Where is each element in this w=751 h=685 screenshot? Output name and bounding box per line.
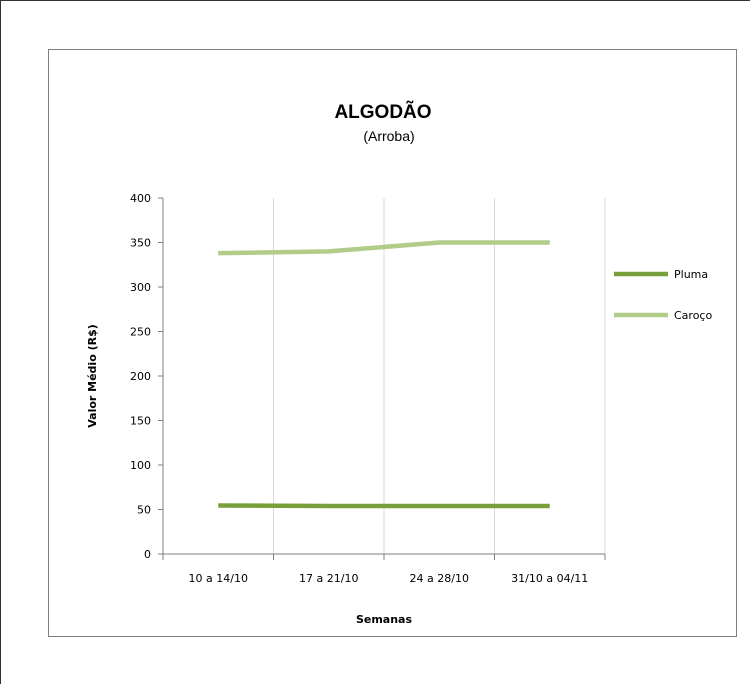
x-tick-label: 31/10 a 04/11	[511, 572, 588, 585]
y-tick-label: 200	[130, 370, 151, 383]
y-tick-label: 400	[130, 192, 151, 205]
x-tick-label: 17 a 21/10	[299, 572, 358, 585]
legend: Pluma Caroço	[614, 268, 712, 322]
gridlines	[273, 198, 606, 554]
series-line-caroco	[218, 240, 550, 256]
x-axis-title: Semanas	[356, 613, 413, 626]
x-tick-label: 24 a 28/10	[410, 572, 469, 585]
chart-subtitle: (Arroba)	[363, 128, 414, 144]
y-tick-label: 250	[130, 326, 151, 339]
series-lines	[218, 240, 550, 509]
x-axis-ticks: 10 a 14/10 17 a 21/10 24 a 28/10 31/10 a 04…	[162, 554, 606, 585]
y-tick-label: 0	[144, 548, 151, 561]
y-axis-ticks: 0 50 100 150 200 250 300 350 400	[130, 192, 163, 561]
y-tick-label: 150	[130, 415, 151, 428]
y-tick-label: 350	[130, 237, 151, 250]
chart-title: ALGODÃO	[334, 101, 431, 123]
legend-label: Caroço	[674, 309, 712, 322]
y-axis-title: Valor Médio (R$)	[86, 324, 99, 428]
y-tick-label: 300	[130, 281, 151, 294]
x-tick-label: 10 a 14/10	[189, 572, 248, 585]
y-tick-label: 100	[130, 459, 151, 472]
legend-label: Pluma	[674, 268, 708, 281]
y-tick-label: 50	[137, 504, 151, 517]
